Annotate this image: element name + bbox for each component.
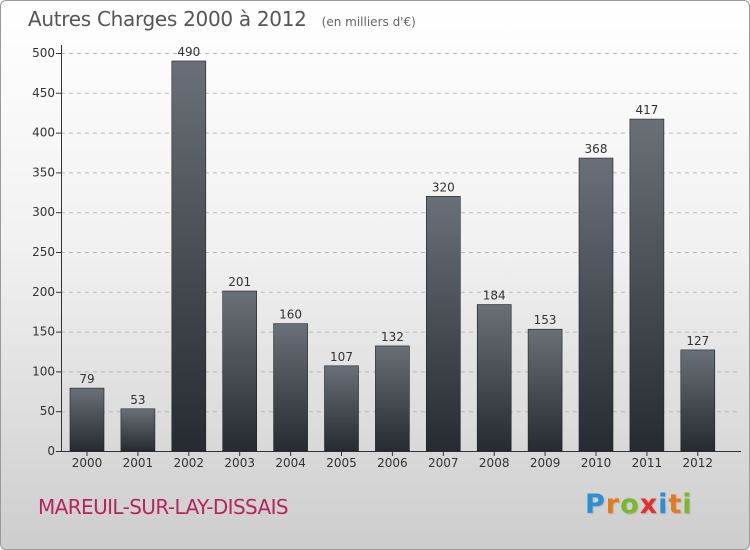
logo-letter: x (639, 489, 659, 520)
logo-letter: o (620, 489, 640, 520)
axes: 0 50 100 150 200 250 300 350 400 450 500 2000 2001 20… (32, 45, 741, 470)
y-tick-label: 0 (47, 444, 55, 458)
y-tick-label: 350 (32, 165, 55, 179)
bar-value-labels: 79 53 490 201 160 107 132 320 184 153 368 417 127 (79, 45, 709, 407)
y-tick-label: 50 (40, 404, 55, 418)
proxiti-logo[interactable]: Proxiti (585, 489, 693, 520)
bar-value-label: 53 (130, 393, 145, 407)
logo-letter: i (658, 489, 669, 520)
x-tick-label: 2008 (479, 456, 510, 470)
x-tick-label: 2010 (581, 456, 612, 470)
x-tick-label: 2011 (632, 456, 663, 470)
chart-title: Autres Charges 2000 à 2012 (28, 7, 307, 31)
bar-value-label: 320 (432, 180, 455, 194)
bar-2010 (578, 157, 614, 452)
bar-value-label: 368 (585, 142, 608, 156)
bar-value-label: 201 (228, 275, 251, 289)
title-row: Autres Charges 2000 à 2012 (en milliers … (28, 7, 416, 31)
x-tick-label: 2001 (123, 456, 154, 470)
bar-2000 (69, 387, 105, 452)
bar-2009 (527, 328, 563, 452)
logo-letter: t (668, 489, 683, 520)
bar-value-label: 132 (381, 330, 404, 344)
bar-2004 (273, 323, 308, 452)
x-tick-label: 2012 (683, 456, 714, 470)
city-name: MAREUIL-SUR-LAY-DISSAIS (38, 495, 289, 519)
x-tick-label: 2009 (530, 456, 561, 470)
y-tick-label: 450 (32, 86, 55, 100)
x-tick-label: 2003 (224, 456, 255, 470)
bar-2003 (222, 290, 257, 452)
y-tick-label: 150 (32, 325, 55, 339)
logo-letter: P (585, 489, 606, 520)
bar-value-label: 127 (686, 334, 709, 348)
y-tick-label: 250 (32, 245, 55, 259)
x-tick-label: 2007 (428, 456, 459, 470)
bar-value-label: 153 (534, 313, 557, 327)
y-tick-label: 300 (32, 205, 55, 219)
x-tick-label: 2004 (275, 456, 306, 470)
bar-2002 (171, 60, 207, 452)
bar-2011 (629, 118, 665, 452)
bar-2006 (375, 345, 410, 452)
y-tick-label: 400 (32, 126, 55, 140)
x-tick-label: 2000 (72, 456, 103, 470)
bar-value-label: 490 (177, 45, 200, 59)
logo-letter: r (605, 489, 621, 520)
bar-2012 (680, 349, 716, 452)
y-tick-label: 500 (32, 46, 55, 60)
bars (69, 60, 716, 452)
y-tick-label: 200 (32, 285, 55, 299)
unit-note: (en milliers d'€) (321, 15, 416, 29)
bar-2001 (120, 408, 156, 452)
x-tick-label: 2002 (174, 456, 205, 470)
bar-value-label: 160 (279, 308, 302, 322)
x-tick-label: 2006 (377, 456, 408, 470)
bar-value-label: 184 (483, 289, 506, 303)
y-tick-label: 100 (32, 364, 55, 378)
bar-2007 (425, 195, 461, 452)
bar-value-label: 417 (635, 103, 658, 117)
x-tick-label: 2005 (326, 456, 357, 470)
bar-value-label: 107 (330, 350, 353, 364)
bar-2008 (476, 304, 512, 452)
logo-letter: i (682, 489, 693, 520)
bar-value-label: 79 (79, 372, 94, 386)
bar-2005 (324, 365, 359, 452)
